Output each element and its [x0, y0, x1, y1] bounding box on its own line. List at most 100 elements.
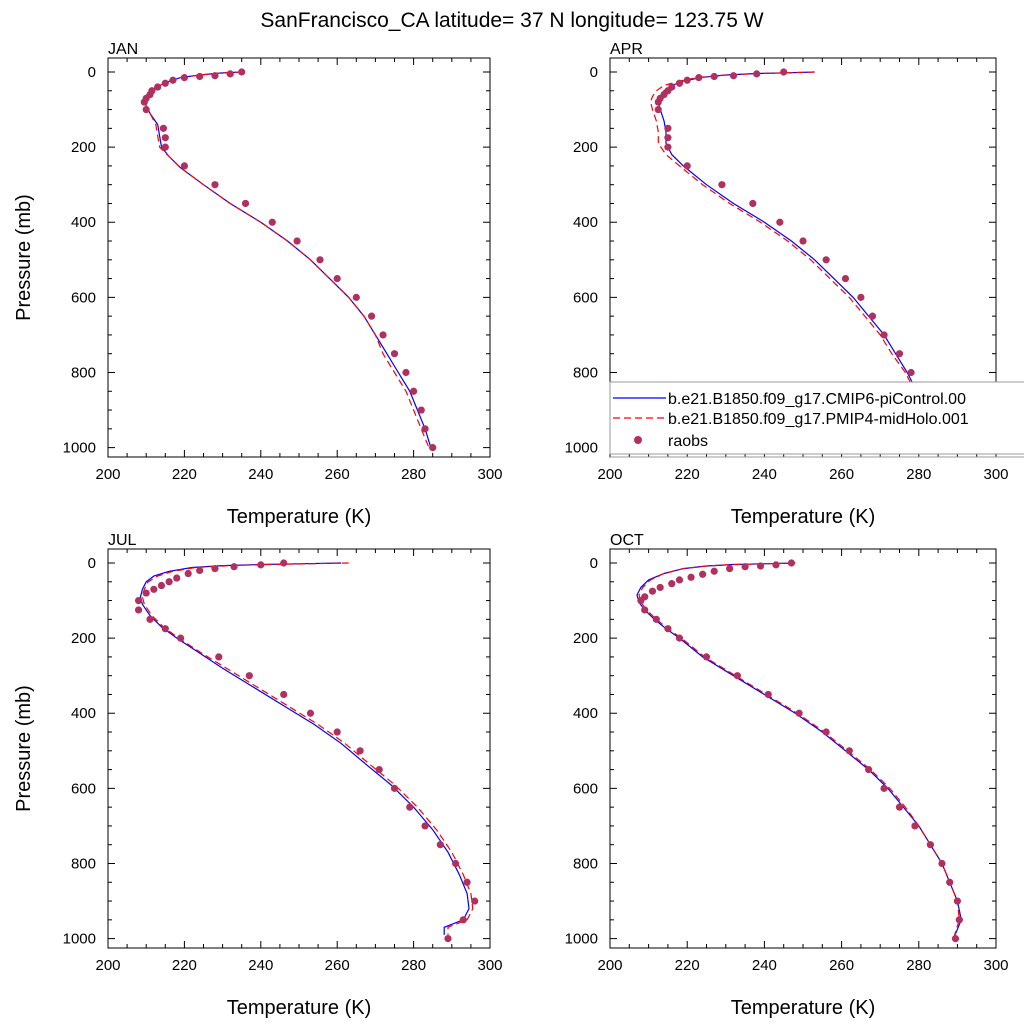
- raobs-point: [648, 587, 657, 595]
- raobs-point: [787, 559, 796, 567]
- panel-oct: OCT 200 220 240 260 280 300 0 200 400 600 800 1000 Te…: [565, 532, 1009, 1019]
- y-tick-label: 600: [71, 289, 96, 306]
- picontrol-line: [139, 562, 470, 935]
- raobs-point: [180, 162, 188, 170]
- raobs-point: [245, 672, 253, 680]
- x-tick-label: 240: [248, 466, 273, 483]
- raobs-markers: [637, 559, 963, 943]
- panel-apr: APR 200 220 240 260 280 300 0 200 400 600 800 1000 Te…: [565, 41, 1009, 528]
- raobs-point: [306, 709, 315, 717]
- y-tick-label: 600: [71, 780, 96, 797]
- raobs-point: [654, 98, 662, 106]
- raobs-point: [230, 563, 238, 571]
- raobs-point: [157, 581, 166, 590]
- plot-frame: [107, 57, 491, 458]
- y-tick-label: 400: [71, 214, 96, 231]
- raobs-point: [710, 72, 718, 81]
- raobs-point: [140, 98, 148, 106]
- raobs-point: [211, 565, 219, 573]
- raobs-point: [729, 72, 738, 80]
- raobs-point: [675, 576, 684, 584]
- raobs-point: [868, 312, 877, 320]
- x-tick-label: 300: [477, 957, 502, 974]
- raobs-point: [154, 83, 162, 91]
- raobs-point: [699, 570, 707, 578]
- x-tick-label: 220: [675, 466, 700, 483]
- raobs-point: [675, 79, 684, 87]
- raobs-point: [280, 559, 288, 567]
- x-tick-label: 280: [906, 466, 931, 483]
- raobs-point: [459, 916, 467, 924]
- panel-title: APR: [610, 41, 643, 58]
- raobs-point: [390, 784, 399, 792]
- raobs-point: [436, 841, 444, 849]
- raobs-point: [641, 606, 649, 614]
- legend-label: raobs: [668, 433, 708, 450]
- y-tick-label: 0: [590, 555, 598, 572]
- y-tick-label: 1000: [565, 931, 598, 948]
- midholo-line: [141, 562, 474, 935]
- raobs-point: [159, 124, 167, 132]
- raobs-point: [226, 70, 234, 78]
- raobs-point: [664, 134, 672, 142]
- raobs-point: [938, 859, 946, 868]
- raobs-point: [841, 274, 850, 283]
- raobs-point: [776, 218, 784, 226]
- raobs-point: [333, 274, 341, 283]
- y-tick-label: 600: [573, 780, 598, 797]
- x-tick-label: 220: [675, 957, 700, 974]
- raobs-point: [196, 72, 204, 81]
- x-tick-label: 260: [325, 466, 350, 483]
- raobs-point: [356, 747, 364, 755]
- x-tick-label: 200: [95, 957, 120, 974]
- raobs-point: [907, 368, 915, 377]
- raobs-point: [795, 709, 803, 717]
- raobs-point: [726, 565, 734, 573]
- raobs-point: [280, 690, 288, 699]
- raobs-point: [379, 331, 387, 339]
- raobs-point: [429, 444, 437, 452]
- raobs-point: [953, 897, 962, 905]
- y-tick-label: 800: [573, 364, 598, 381]
- raobs-point: [161, 79, 169, 87]
- x-tick-label: 240: [752, 957, 777, 974]
- x-axis-label: Temperature (K): [227, 997, 372, 1019]
- raobs-point: [780, 68, 788, 76]
- y-tick-label: 0: [88, 64, 96, 81]
- raobs-point: [176, 634, 185, 642]
- raobs-point: [656, 583, 664, 592]
- legend-label: b.e21.B1850.f09_g17.PMIP4-midHolo.001: [668, 411, 969, 428]
- picontrol-line: [636, 562, 962, 939]
- y-tick-label: 800: [71, 855, 96, 872]
- y-tick-label: 800: [71, 364, 96, 381]
- raobs-point: [710, 567, 718, 575]
- raobs-point: [946, 878, 954, 886]
- raobs-markers: [134, 559, 479, 943]
- x-tick-label: 200: [597, 957, 622, 974]
- panel-title: JUL: [108, 532, 137, 549]
- raobs-point: [857, 293, 865, 301]
- x-tick-label: 260: [325, 957, 350, 974]
- raobs-point: [772, 561, 780, 569]
- raobs-point: [211, 72, 219, 80]
- raobs-point: [211, 181, 219, 189]
- panel-jan: JAN 200 220 240 260 280 300 0 200 400 600 800 1000 Te…: [13, 41, 503, 528]
- y-tick-label: 400: [573, 214, 598, 231]
- raobs-point: [654, 105, 662, 114]
- raobs-point: [675, 634, 684, 642]
- x-tick-label: 280: [401, 466, 426, 483]
- raobs-point: [463, 878, 471, 886]
- y-tick-label: 200: [573, 139, 598, 156]
- raobs-point: [142, 105, 150, 114]
- x-tick-label: 280: [906, 957, 931, 974]
- raobs-point: [753, 70, 761, 78]
- raobs-point: [417, 406, 425, 414]
- y-tick-label: 1000: [63, 931, 96, 948]
- y-axis-label: Pressure (mb): [13, 194, 35, 321]
- midholo-line: [638, 562, 960, 939]
- x-tick-label: 280: [401, 957, 426, 974]
- raobs-point: [895, 350, 904, 358]
- picontrol-line: [143, 71, 432, 448]
- midholo-line: [143, 71, 430, 448]
- raobs-point: [142, 589, 150, 597]
